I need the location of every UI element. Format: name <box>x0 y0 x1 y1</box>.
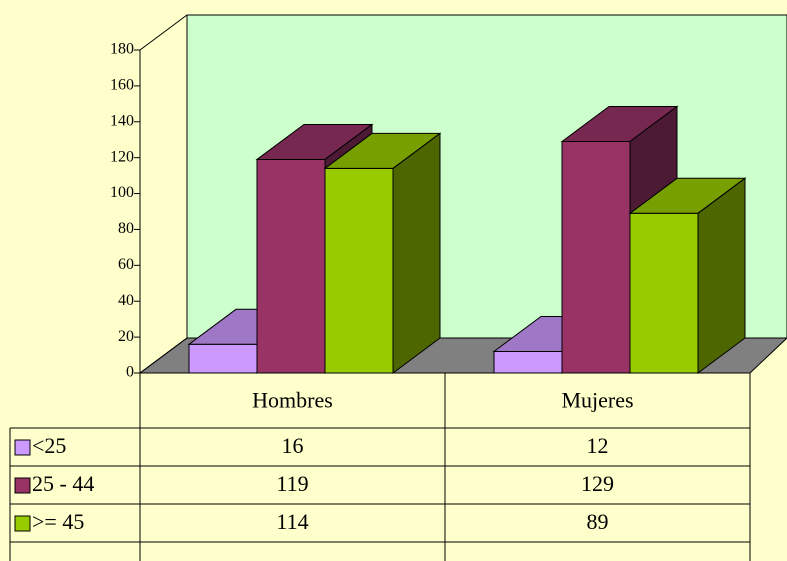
table-value: 114 <box>276 509 308 534</box>
y-tick-label: 60 <box>118 256 134 273</box>
y-tick-label: 180 <box>110 41 134 58</box>
bar-side <box>392 132 441 374</box>
table-value: 119 <box>276 471 308 496</box>
table-value: 89 <box>587 509 609 534</box>
y-tick-label: 80 <box>118 220 134 237</box>
bar <box>188 343 258 374</box>
bar-side <box>697 177 746 374</box>
bar <box>324 167 394 374</box>
legend-swatch <box>14 515 31 532</box>
y-tick-label: 40 <box>118 292 134 309</box>
bar <box>493 350 563 374</box>
bar <box>256 158 326 374</box>
legend-label: <25 <box>32 433 66 458</box>
legend-label: >= 45 <box>32 509 84 534</box>
bar <box>629 212 699 374</box>
y-tick-label: 140 <box>110 112 134 129</box>
x-tick-label: Mujeres <box>561 388 633 413</box>
y-tick-label: 120 <box>110 148 134 165</box>
legend-label: 25 - 44 <box>32 471 94 496</box>
axis-edge <box>139 14 188 51</box>
bar <box>561 141 631 374</box>
x-tick-label: Hombres <box>252 388 333 413</box>
y-tick-label: 160 <box>110 77 134 94</box>
y-tick-label: 20 <box>118 328 134 345</box>
y-tick-label: 100 <box>110 184 134 201</box>
y-tick-label: 0 <box>126 364 134 381</box>
table-value: 16 <box>282 433 304 458</box>
axis-edge <box>139 337 188 374</box>
table-value: 12 <box>587 433 609 458</box>
legend-swatch <box>14 477 31 494</box>
legend-swatch <box>14 439 31 456</box>
table-value: 129 <box>581 471 614 496</box>
